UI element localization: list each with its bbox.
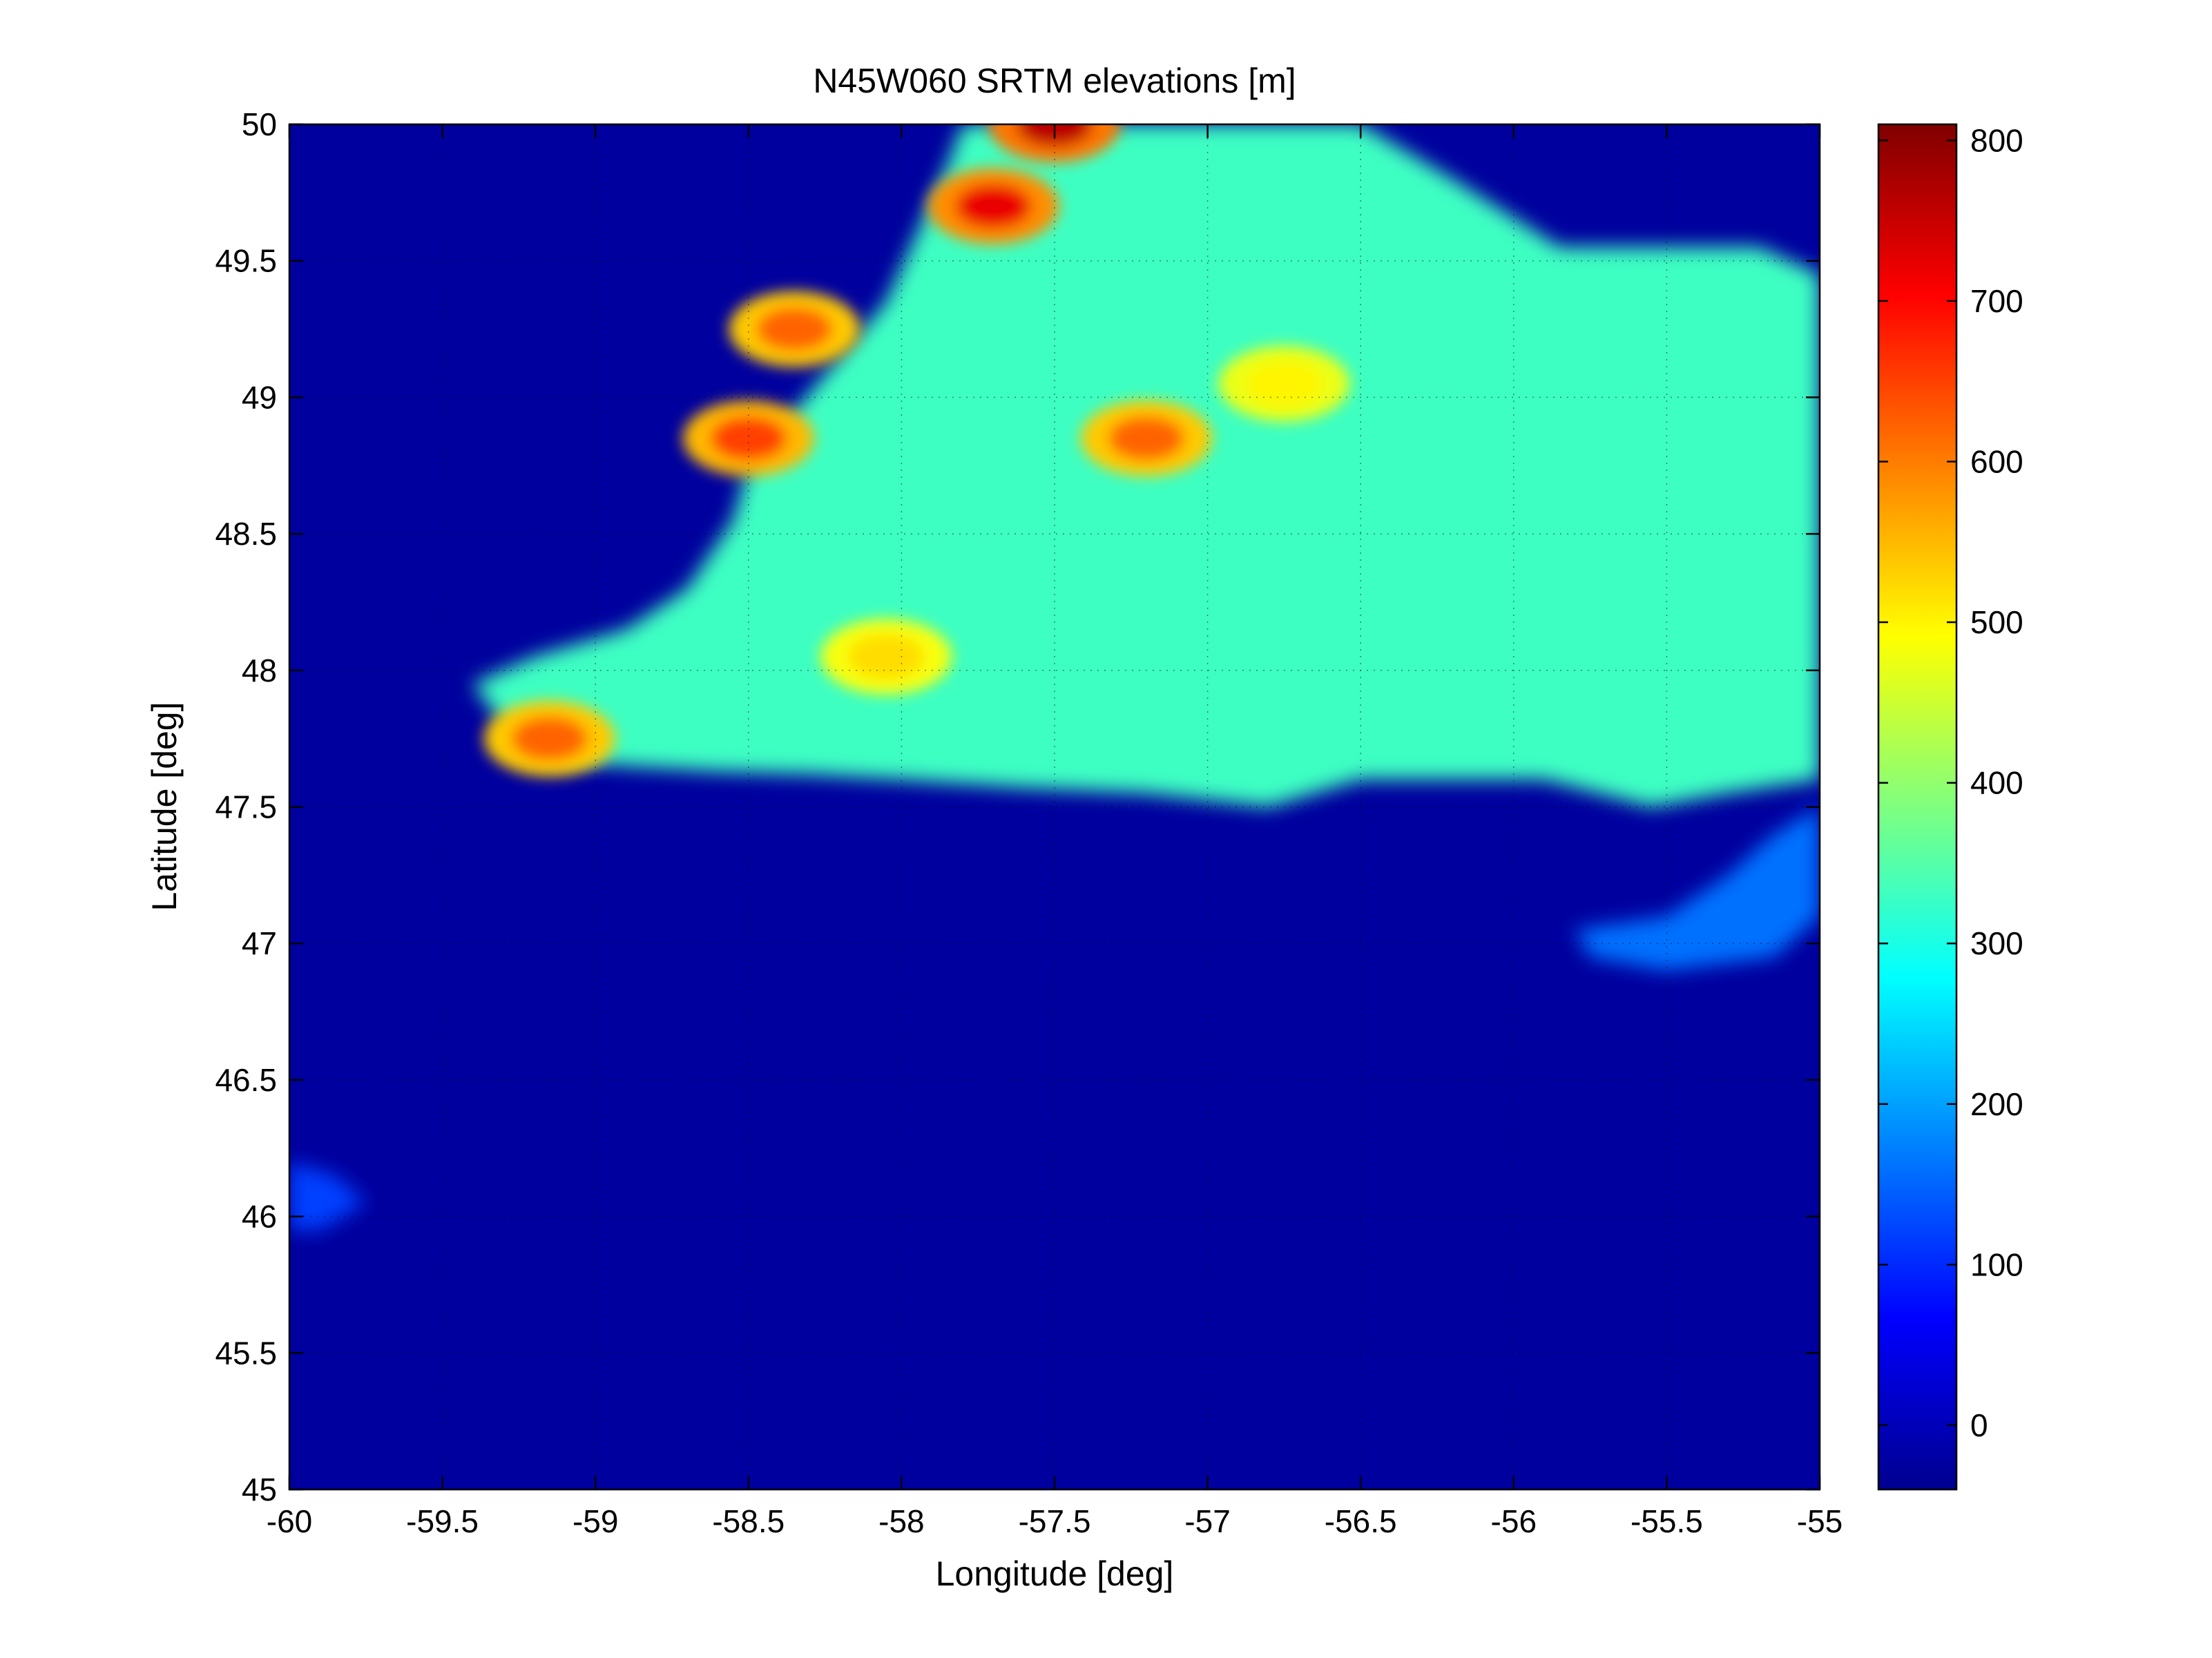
colorbar-tick-label: 700	[1970, 283, 2023, 319]
x-tick-label: -57.5	[1019, 1503, 1091, 1539]
colorbar-tick-label: 200	[1970, 1086, 2023, 1122]
x-tick-label: -56	[1491, 1503, 1537, 1539]
y-tick-label: 47	[242, 925, 277, 961]
colorbar-tick-label: 500	[1970, 604, 2023, 640]
x-axis-ticks: -60 -59.5 -59 -58.5 -58 -57.5 -57 -56.5 -56 -55.5…	[267, 124, 1843, 1539]
y-tick-label: 45.5	[215, 1335, 277, 1371]
peak-6	[1246, 361, 1323, 406]
y-tick-label: 48.5	[215, 516, 277, 552]
colorbar: 0 100 200 300 400 500 600 700 800	[1877, 122, 2023, 1491]
land-region-1	[1575, 807, 1820, 971]
y-tick-label: 46.5	[215, 1062, 277, 1098]
y-axis-ticks: 45 45.5 46 46.5 47 47.5 48 48.5 49 49.5 50	[215, 106, 1820, 1507]
x-tick-label: -56.5	[1325, 1503, 1397, 1539]
y-tick-label: 49.5	[215, 243, 277, 279]
peak-4	[511, 716, 588, 761]
x-tick-label: -58.5	[712, 1503, 785, 1539]
colorbar-tick-label: 800	[1970, 122, 2023, 158]
x-tick-label: -55	[1797, 1503, 1843, 1539]
y-tick-label: 49	[242, 379, 277, 415]
peak-1	[1108, 416, 1184, 461]
colorbar-tick-label: 300	[1970, 925, 2023, 961]
y-tick-label: 50	[242, 106, 277, 142]
y-axis-label: Latitude [deg]	[145, 702, 184, 911]
peak-group	[483, 124, 1350, 777]
peak-3	[710, 416, 787, 461]
x-tick-label: -59	[573, 1503, 618, 1539]
colorbar-tick-label: 400	[1970, 765, 2023, 801]
x-axis-label: Longitude [deg]	[936, 1554, 1174, 1593]
peak-5	[848, 635, 925, 679]
x-tick-label: -59.5	[406, 1503, 479, 1539]
y-tick-label: 46	[242, 1199, 277, 1235]
colorbar-ticks: 0 100 200 300 400 500 600 700 800	[1878, 122, 2023, 1443]
terrain-layer	[289, 124, 1820, 1231]
colorbar-frame	[1877, 123, 1958, 1491]
plot-area: -60 -59.5 -59 -58.5 -58 -57.5 -57 -56.5 -56 -55.5…	[215, 106, 1843, 1539]
colorbar-tick-label: 600	[1970, 443, 2023, 479]
x-tick-label: -58	[878, 1503, 924, 1539]
colorbar-gradient	[1878, 124, 1956, 1490]
x-tick-label: -57	[1184, 1503, 1230, 1539]
chart-title: N45W060 SRTM elevations [m]	[813, 61, 1296, 100]
x-tick-label: -60	[267, 1503, 312, 1539]
y-tick-label: 48	[242, 653, 277, 688]
x-tick-label: -55.5	[1631, 1503, 1703, 1539]
peak-2	[756, 307, 833, 351]
colorbar-tick-label: 0	[1970, 1407, 1988, 1443]
y-tick-label: 47.5	[215, 789, 277, 825]
land-region-2	[289, 1161, 366, 1231]
peak-0	[955, 184, 1032, 229]
y-tick-label: 45	[242, 1472, 277, 1507]
colorbar-tick-label: 100	[1970, 1246, 2023, 1282]
